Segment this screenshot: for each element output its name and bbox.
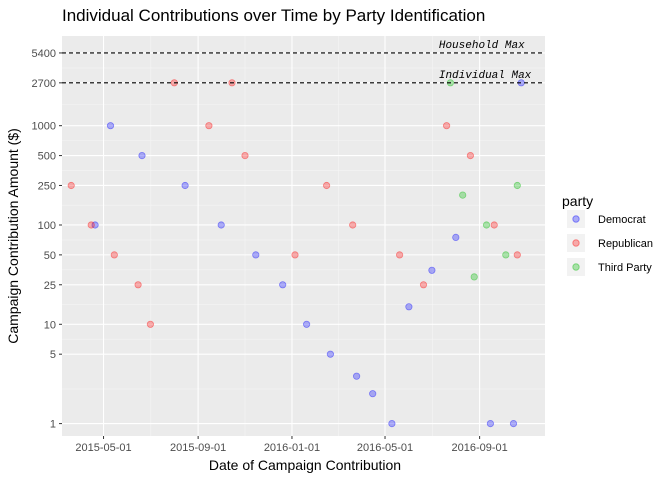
data-point <box>452 233 460 241</box>
legend-key-point <box>572 239 580 247</box>
y-tick-label: 10 <box>44 319 56 331</box>
reference-lines: Household Max Individual Max <box>62 40 545 84</box>
data-point <box>509 419 518 428</box>
data-point <box>252 251 260 259</box>
data-point <box>205 122 213 130</box>
data-point <box>369 390 377 398</box>
data-point <box>428 266 436 274</box>
x-tick-label: 2016-01-01 <box>264 442 320 454</box>
chart-title: Individual Contributions over Time by Pa… <box>62 6 485 25</box>
reference-line-label: Household Max <box>439 40 525 52</box>
data-point <box>442 122 451 130</box>
data-point <box>146 320 154 328</box>
data-point <box>388 419 396 428</box>
y-tick-label: 500 <box>38 151 56 163</box>
data-point <box>217 221 225 229</box>
data-point <box>302 320 311 328</box>
data-point <box>106 122 115 130</box>
x-tick-label: 2016-05-01 <box>357 442 413 454</box>
y-tick-label: 2700 <box>32 78 56 90</box>
data-point <box>352 372 361 380</box>
legend-key-box <box>567 210 585 228</box>
data-point <box>291 251 299 259</box>
data-point <box>87 221 95 229</box>
series-democrat <box>91 79 525 428</box>
y-tick-label: 1 <box>50 419 56 431</box>
x-axis-title: Date of Campaign Contribution <box>209 457 401 473</box>
legend-label: Democrat <box>598 214 646 226</box>
legend-key-point <box>572 263 580 271</box>
plot-panel <box>62 36 545 436</box>
y-axis-title: Campaign Contribution Amount ($) <box>5 128 21 344</box>
data-point <box>513 181 521 190</box>
data-points <box>67 79 525 428</box>
legend-title: party <box>562 193 593 209</box>
series-third-party <box>446 79 521 281</box>
legend-key-box <box>567 234 585 252</box>
x-tick-label: 2016-09-01 <box>451 442 507 454</box>
data-point <box>486 419 494 428</box>
data-point <box>395 251 404 259</box>
x-tick-label: 2015-05-01 <box>75 442 131 454</box>
data-point <box>279 281 287 289</box>
data-point <box>502 251 510 259</box>
data-point <box>349 221 357 229</box>
x-tick-label: 2015-09-01 <box>170 442 226 454</box>
data-point <box>67 181 75 190</box>
legend-label: Republican <box>598 238 653 250</box>
y-tick-label: 250 <box>38 180 56 192</box>
data-point <box>459 191 467 199</box>
legend-key-box <box>567 258 585 276</box>
y-tick-label: 100 <box>38 220 56 232</box>
reference-line-label: Individual Max <box>439 70 532 82</box>
data-point <box>513 251 521 259</box>
y-tick-label: 25 <box>44 280 56 292</box>
data-point <box>134 281 142 289</box>
y-tick-label: 1000 <box>32 121 56 133</box>
x-axis: 2015-05-01 2015-09-01 2016-01-01 2016-05-01… <box>75 436 508 454</box>
data-point <box>181 181 189 190</box>
data-point <box>91 221 99 229</box>
legend-label: Third Party <box>598 262 652 274</box>
y-tick-label: 5 <box>50 349 56 361</box>
data-point <box>466 152 474 160</box>
y-axis: 1 5 10 25 50 100 250 500 1000 2700 5400 <box>32 48 62 431</box>
series-republican <box>67 79 521 328</box>
y-tick-label: 50 <box>44 250 56 262</box>
data-point <box>326 350 334 358</box>
legend-key-point <box>572 215 580 223</box>
y-tick-label: 5400 <box>32 48 56 60</box>
data-point <box>470 273 478 281</box>
data-point <box>138 152 146 160</box>
data-point <box>419 281 428 289</box>
data-point <box>322 181 331 190</box>
data-point <box>110 251 118 259</box>
data-point <box>482 221 491 229</box>
legend: party Democrat Republican Third Party <box>562 193 653 276</box>
data-point <box>241 152 249 160</box>
data-point <box>490 221 498 229</box>
grid-minor <box>62 36 545 436</box>
data-point <box>405 303 413 311</box>
